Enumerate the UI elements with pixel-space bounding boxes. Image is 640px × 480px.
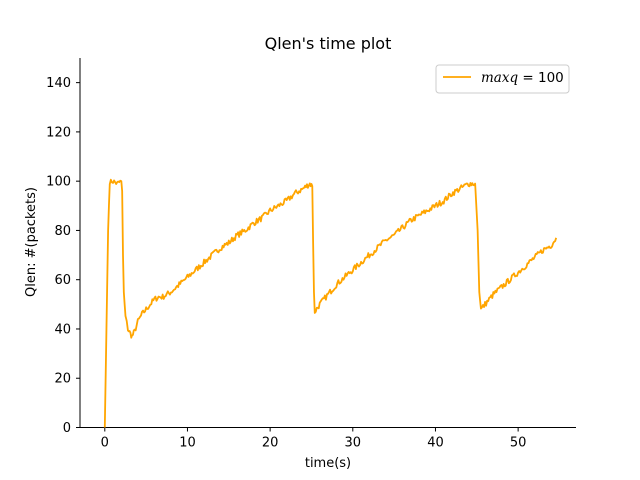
chart-title: Qlen's time plot bbox=[265, 34, 392, 53]
y-tick-label: 80 bbox=[54, 224, 71, 239]
x-tick-label: 20 bbox=[262, 436, 279, 451]
x-axis-ticks: 0 10 20 30 40 50 bbox=[101, 427, 527, 451]
x-tick-label: 50 bbox=[510, 436, 527, 451]
y-tick-label: 120 bbox=[46, 125, 71, 140]
legend: maxq = 100 bbox=[435, 64, 570, 94]
x-axis-title: time(s) bbox=[305, 456, 351, 471]
series-line bbox=[103, 178, 558, 428]
legend-frame bbox=[435, 64, 570, 94]
x-tick-label: 40 bbox=[427, 436, 444, 451]
legend-label: maxq = 100 bbox=[481, 70, 564, 86]
y-axis-ticks: 0 20 40 60 80 100 120 140 bbox=[46, 76, 80, 436]
x-tick-label: 30 bbox=[345, 436, 362, 451]
legend-label-var: maxq bbox=[481, 70, 518, 86]
y-tick-label: 20 bbox=[54, 372, 71, 387]
y-tick-label: 40 bbox=[54, 322, 71, 337]
y-tick-label: 0 bbox=[63, 421, 71, 436]
series-layer bbox=[103, 178, 558, 428]
y-tick-label: 100 bbox=[46, 175, 71, 190]
legend-label-value: = 100 bbox=[518, 70, 564, 86]
y-tick-label: 60 bbox=[54, 273, 71, 288]
x-tick-label: 10 bbox=[179, 436, 196, 451]
y-axis-title: Qlen: #(packets) bbox=[24, 187, 39, 297]
x-tick-label: 0 bbox=[101, 436, 109, 451]
y-tick-label: 140 bbox=[46, 76, 71, 91]
